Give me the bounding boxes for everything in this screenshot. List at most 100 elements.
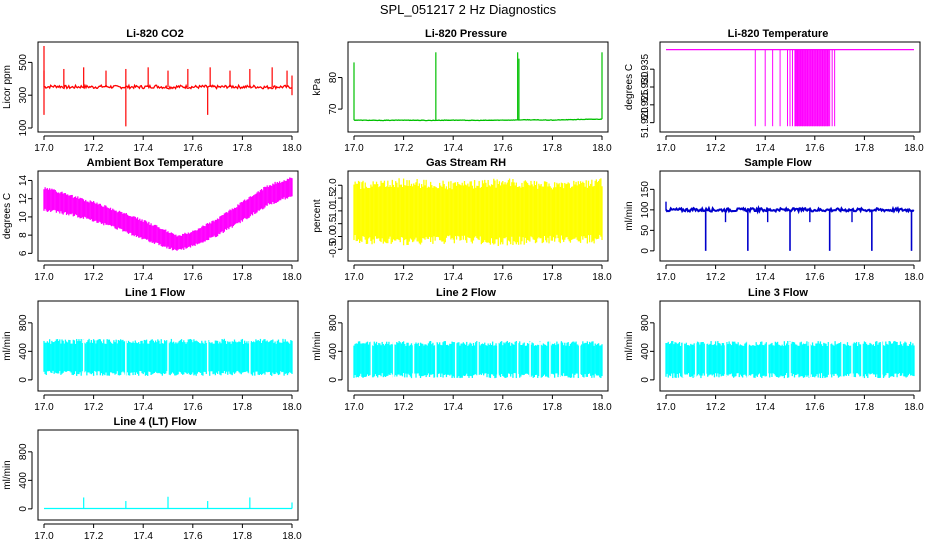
x-tick-label: 17.8 [233,402,253,413]
panel-title: Line 3 Flow [748,287,808,299]
plot-frame [37,300,299,392]
y-tick-label: 800 [640,314,651,331]
plot-frame [37,170,299,262]
y-tick-label: 51.935 [640,53,651,84]
plot-frame [37,41,299,133]
y-tick-label: 51.920 [640,107,651,138]
x-tick-label: 17.8 [855,272,875,283]
x-tick-label: 17.4 [443,272,463,283]
x-tick-label: 17.8 [855,402,875,413]
panel-pressure: Li-820 Pressure 17.0 17.2 17.4 17.6 17.8 18.0… [310,28,622,154]
x-tick-label: 18.0 [592,143,612,154]
plot-frame [659,170,921,262]
y-tick-label: -0.5 [328,240,339,258]
plot-frame [347,300,609,392]
x-tick-label: 17.4 [133,402,153,413]
x-tick-label: 17.2 [84,143,104,154]
y-axis-label: ml/min [2,331,13,360]
x-tick-label: 17.4 [443,402,463,413]
sample-chart: 17.0 17.2 17.4 17.6 17.8 18.0 0 50 100 150 ml/min [624,170,924,283]
data-line [353,118,603,122]
x-tick-label: 17.6 [183,531,203,540]
y-axis-label: ml/min [624,201,635,230]
y-tick-label: 50 [640,224,651,236]
plot-data [43,46,293,127]
x-tick-label: 17.4 [133,143,153,154]
x-tick-label: 17.2 [84,272,104,283]
panel-co2: Li-820 CO2 17.0 17.2 17.4 17.6 17.8 18.0 100 30… [0,28,310,154]
x-tick-label: 18.0 [904,143,924,154]
y-tick-label: 0 [18,506,29,512]
plot-data [665,201,915,251]
x-tick-label: 18.0 [904,272,924,283]
panel-line2: Line 2 Flow 17.0 17.2 17.4 17.6 17.8 18.0 0 400… [310,287,622,413]
x-tick-label: 18.0 [282,531,302,540]
y-axis-label: degrees C [624,64,635,110]
y-tick-label: 8 [18,232,29,238]
x-tick-label: 17.8 [855,143,875,154]
y-axis-label: percent [312,199,323,233]
y-tick-label: 100 [640,201,651,218]
panel-ambient: Ambient Box Temperature 17.0 17.2 17.4 17.6… [0,157,310,283]
line2-chart: 17.0 17.2 17.4 17.6 17.8 18.0 0 400 800 ml/min [312,300,612,413]
panel-rh: Gas Stream RH 17.0 17.2 17.4 17.6 17.8 18.0 -0… [310,157,622,283]
y-tick-label: 500 [18,54,29,71]
x-tick-label: 17.2 [706,402,726,413]
x-tick-label: 17.4 [133,531,153,540]
y-tick-label: 400 [640,343,651,360]
x-tick-label: 17.2 [84,531,104,540]
panel-title: Ambient Box Temperature [86,157,224,169]
x-tick-label: 17.6 [493,272,513,283]
x-tick-label: 17.0 [34,272,54,283]
panel-sample: Sample Flow 17.0 17.2 17.4 17.6 17.8 18.0 0 50 1… [622,157,934,283]
panel-line4: Line 4 (LT) Flow 17.0 17.2 17.4 17.6 17.8 18.… [0,416,310,540]
x-tick-label: 17.0 [34,531,54,540]
line3-chart: 17.0 17.2 17.4 17.6 17.8 18.0 0 400 800 ml/min [624,300,924,413]
y-axis-label: degrees C [2,193,13,239]
panel-title: Li-820 Pressure [425,28,507,40]
plot-data [43,177,293,251]
x-tick-label: 17.8 [233,272,253,283]
x-tick-label: 17.0 [656,272,676,283]
x-tick-label: 17.8 [543,402,563,413]
y-tick-label: 12 [18,193,29,205]
panel-temperature: Li-820 Temperature 17.0 17.2 17.4 17.6 17.8 1… [622,28,934,154]
x-tick-label: 17.6 [805,272,825,283]
x-tick-label: 17.6 [493,143,513,154]
y-tick-label: 800 [18,443,29,460]
x-tick-label: 17.8 [233,143,253,154]
x-tick-label: 17.0 [344,272,364,283]
x-tick-label: 17.4 [443,143,463,154]
x-tick-label: 17.4 [755,402,775,413]
plot-data [44,496,293,510]
panel-title: Line 1 Flow [125,287,185,299]
y-tick-label: 400 [18,343,29,360]
x-tick-label: 18.0 [904,402,924,413]
plot-data [666,48,914,127]
y-tick-label: 0.0 [328,229,339,243]
y-tick-label: 80 [328,72,339,84]
plot-frame [659,300,921,392]
plot-data [43,338,293,376]
plot-data [353,178,603,246]
temperature-chart: 17.0 17.2 17.4 17.6 17.8 18.051.92051.92551.9… [624,41,924,154]
x-tick-label: 17.8 [233,531,253,540]
y-tick-label: 300 [18,86,29,103]
plot-frame [347,41,609,133]
figure-title: SPL_051217 2 Hz Diagnostics [379,2,557,17]
co2-chart: 17.0 17.2 17.4 17.6 17.8 18.0 100 300 500 Licor p… [2,41,302,154]
y-tick-label: 0 [640,377,651,383]
x-tick-label: 18.0 [592,272,612,283]
plot-frame [37,429,299,521]
line1-chart: 17.0 17.2 17.4 17.6 17.8 18.0 0 400 800 ml/min [2,300,302,413]
y-tick-label: 51.925 [640,89,651,120]
y-tick-label: 1.0 [328,203,339,217]
x-tick-label: 17.2 [394,272,414,283]
panel-title: Line 2 Flow [436,287,496,299]
plot-frame [659,41,921,133]
line4-chart: 17.0 17.2 17.4 17.6 17.8 18.0 0 400 800 ml/min [2,429,302,540]
x-tick-label: 18.0 [282,402,302,413]
y-tick-label: 51.930 [640,71,651,102]
rh-chart: 17.0 17.2 17.4 17.6 17.8 18.0 -0.50.00.51.01.5… [312,170,612,283]
x-tick-label: 17.6 [805,402,825,413]
